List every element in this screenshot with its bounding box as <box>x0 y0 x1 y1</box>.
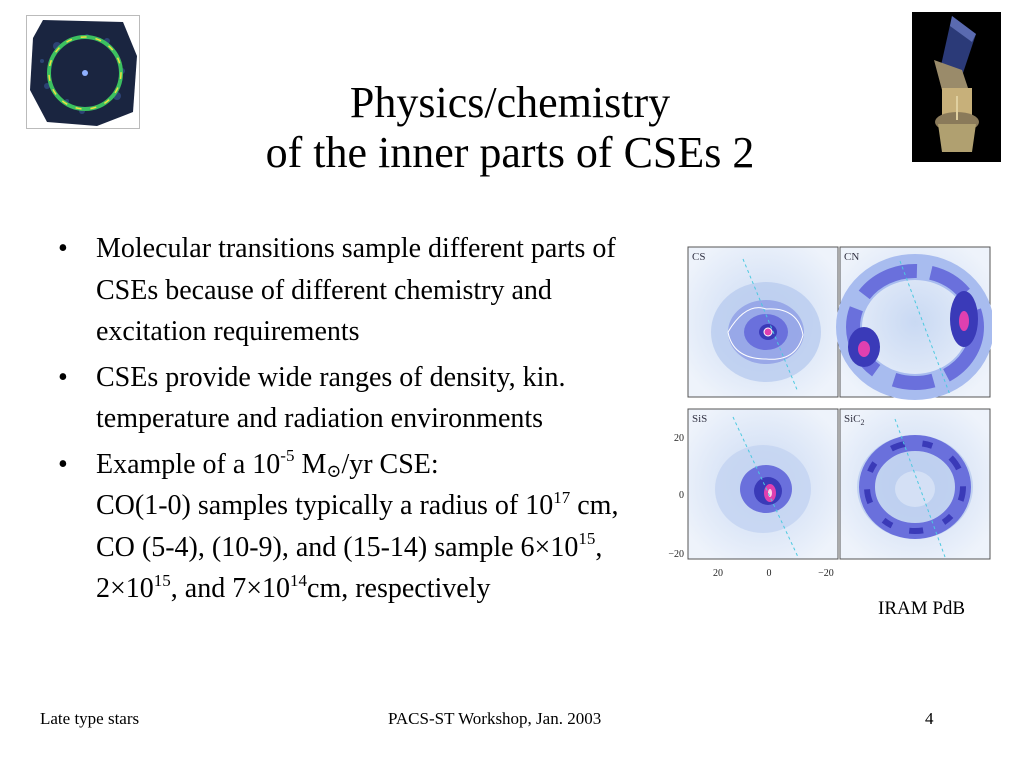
sun-symbol: ⊙ <box>326 460 342 481</box>
footer-center: PACS-ST Workshop, Jan. 2003 <box>388 709 602 728</box>
ring-image <box>26 15 140 129</box>
panel-label-cn: CN <box>844 251 859 263</box>
xtick-label: 0 <box>767 568 772 579</box>
ytick-label: −20 <box>668 549 684 560</box>
ytick-label: 0 <box>679 490 684 501</box>
telescope-image <box>912 12 1001 162</box>
molecular-maps-figure: CS CN SiS <box>668 243 994 583</box>
xtick-label: 20 <box>713 568 723 579</box>
bullet-text: Example of a 10-5 M⊙/yr CSE: CO(1-0) samp… <box>96 446 619 604</box>
panel-cn: CN <box>836 246 994 400</box>
xtick-label: −20 <box>818 568 834 579</box>
bullet-text: CSEs provide wide ranges of density, kin… <box>96 361 566 435</box>
page-number: 4 <box>925 709 934 728</box>
panel-label-cs: CS <box>692 251 705 263</box>
ytick-label: 20 <box>674 433 684 444</box>
bullet-list: • Molecular transitions sample different… <box>58 228 658 614</box>
footer-left: Late type stars <box>40 709 140 728</box>
bullet-item: • Molecular transitions sample different… <box>58 228 658 353</box>
panel-label-sic2: SiC2 <box>844 413 865 427</box>
figure-caption: IRAM PdB <box>878 598 966 619</box>
panel-sis: SiS <box>687 408 839 560</box>
bullet-item: • CSEs provide wide ranges of density, k… <box>58 357 658 440</box>
bullet-text: Molecular transitions sample different p… <box>96 233 616 347</box>
bullet-dot: • <box>58 361 68 393</box>
panel-sic2: SiC2 <box>839 408 991 560</box>
panel-label-sis: SiS <box>692 413 707 425</box>
bullet-item: • Example of a 10-5 M⊙/yr CSE: CO(1-0) sa… <box>58 444 658 610</box>
bullet-dot: • <box>58 233 68 264</box>
title-line-2: of the inner parts of CSEs 2 <box>265 128 755 177</box>
bullet-dot: • <box>58 448 68 480</box>
panel-cs: CS <box>687 246 839 398</box>
title-line-1: Physics/chemistry <box>349 78 671 127</box>
slide-title: Physics/chemistry of the inner parts of … <box>180 78 840 178</box>
